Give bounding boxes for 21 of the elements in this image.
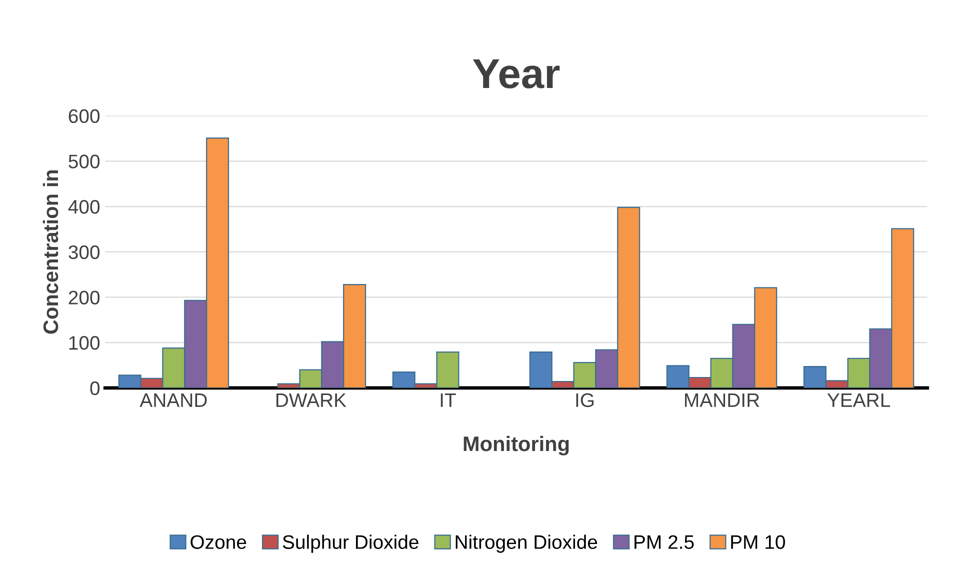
y-tick-label: 0 <box>90 381 100 396</box>
legend-label: Nitrogen Dioxide <box>456 534 598 553</box>
chart-title: Year <box>472 59 560 88</box>
legend-label: PM 10 <box>731 535 785 549</box>
legend-label: Ozone <box>190 535 246 549</box>
y-tick-label: 600 <box>68 109 100 124</box>
y-tick-label: 100 <box>69 336 100 350</box>
x-tick-label: MANDIR <box>685 394 760 407</box>
x-tick-label: IT <box>440 394 456 407</box>
x-axis-title: Monitoring <box>464 436 569 456</box>
x-tick-label: ANAND <box>140 394 207 407</box>
legend-label: Sulphur Dioxide <box>282 534 418 553</box>
y-tick-label: 300 <box>68 245 100 260</box>
y-tick-label: 400 <box>68 200 100 214</box>
y-tick-label: 500 <box>68 154 100 168</box>
legend-label: PM 2.5 <box>634 535 694 549</box>
y-axis-title: Concentration in <box>42 170 58 334</box>
x-tick-label: DWARK <box>276 394 346 407</box>
y-tick-label: 200 <box>68 290 100 304</box>
x-tick-label: IG <box>576 393 594 408</box>
x-tick-label: YEARL <box>827 394 890 407</box>
